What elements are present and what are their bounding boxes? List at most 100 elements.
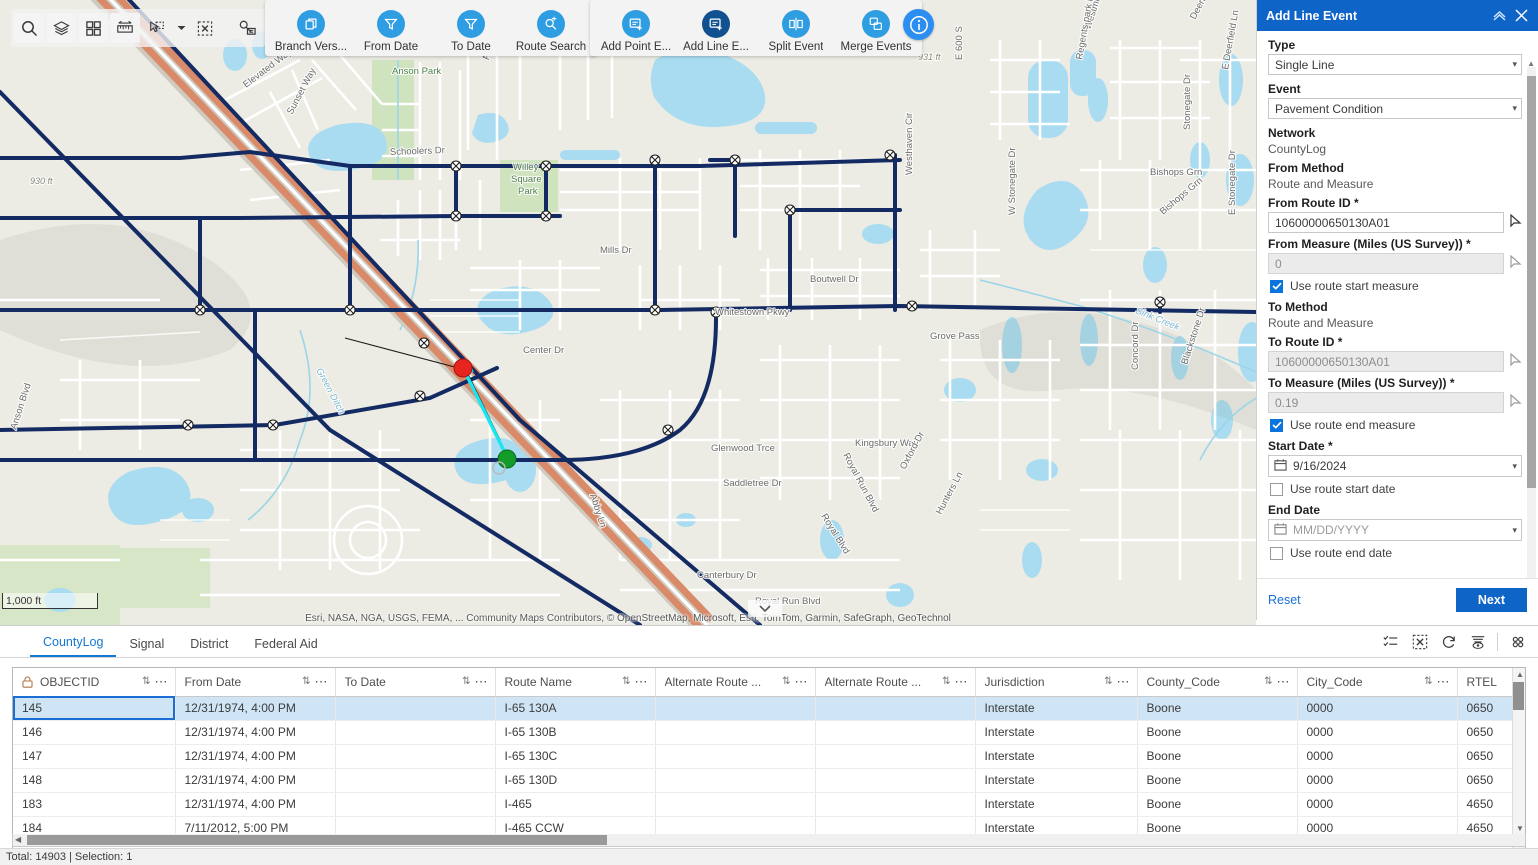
- lrs-filter-toolbar[interactable]: Branch Vers... From Date To Date Route S…: [265, 0, 597, 56]
- table-cell[interactable]: Interstate: [975, 792, 1138, 817]
- table-cell[interactable]: [335, 744, 496, 769]
- table-cell[interactable]: Interstate: [975, 768, 1138, 793]
- table-cell[interactable]: Interstate: [975, 744, 1138, 769]
- tab-countylog[interactable]: CountyLog: [30, 635, 117, 657]
- table-cell[interactable]: [655, 792, 816, 817]
- scroll-up-icon[interactable]: ▲: [1516, 670, 1524, 679]
- table-cell[interactable]: 148: [13, 768, 176, 793]
- sort-icon[interactable]: ⇅: [462, 676, 471, 688]
- info-icon[interactable]: [903, 9, 934, 40]
- select-icon[interactable]: [142, 13, 172, 43]
- column-header[interactable]: Jurisdiction ⇅ ⋯: [975, 668, 1138, 697]
- column-menu-icon[interactable]: ⋯: [794, 673, 809, 689]
- table-cell[interactable]: Boone: [1137, 720, 1298, 745]
- use-route-start-date-checkbox[interactable]: [1270, 482, 1283, 496]
- layers-icon[interactable]: [46, 13, 76, 43]
- table-cell[interactable]: I-65 130D: [495, 768, 656, 793]
- table-row[interactable]: 148 12/31/1974, 4:00 PM I-65 130D Interstat…: [13, 768, 1525, 793]
- close-icon[interactable]: [1510, 5, 1532, 27]
- map-tools-toolbar[interactable]: [11, 9, 265, 47]
- event-editing-toolbar[interactable]: Add Point E... Add Line E... Split Event…: [590, 0, 922, 56]
- column-menu-icon[interactable]: ⋯: [1116, 673, 1131, 689]
- table-cell[interactable]: [335, 792, 496, 817]
- table-cell[interactable]: Boone: [1137, 792, 1298, 817]
- table-cell[interactable]: [655, 720, 816, 745]
- table-cell[interactable]: 0000: [1297, 792, 1458, 817]
- table-cell[interactable]: [655, 744, 816, 769]
- table-cell[interactable]: 146: [13, 720, 176, 745]
- table-cell[interactable]: Boone: [1137, 744, 1298, 769]
- column-header[interactable]: Alternate Route ... ⇅ ⋯: [655, 668, 816, 697]
- scroll-up-icon[interactable]: ▲: [1527, 59, 1535, 68]
- table-cell[interactable]: [655, 696, 816, 721]
- table-cell[interactable]: 0000: [1297, 744, 1458, 769]
- table-cell[interactable]: I-65 130C: [495, 744, 656, 769]
- to-measure-input[interactable]: 0.19: [1268, 392, 1504, 413]
- use-route-start-measure-checkbox[interactable]: [1270, 279, 1283, 293]
- tool-to-date[interactable]: To Date: [431, 6, 511, 53]
- table-cell[interactable]: 12/31/1974, 4:00 PM: [175, 696, 336, 721]
- pick-to-route-icon[interactable]: [1509, 352, 1522, 370]
- sort-icon[interactable]: ⇅: [782, 676, 791, 688]
- options-icon[interactable]: [1505, 629, 1530, 654]
- tool-merge-events[interactable]: Merge Events: [836, 6, 916, 53]
- grid-horizontal-scrollbar[interactable]: ◀: [12, 834, 1526, 847]
- type-select[interactable]: Single Line ▾: [1268, 54, 1522, 75]
- column-menu-icon[interactable]: ⋯: [634, 673, 649, 689]
- table-cell[interactable]: 12/31/1974, 4:00 PM: [175, 768, 336, 793]
- gallery-icon[interactable]: [78, 13, 108, 43]
- attribute-grid[interactable]: OBJECTID ⇅ ⋯ From Date ⇅ ⋯ To Date ⇅ ⋯ Route Name…: [12, 667, 1526, 850]
- tab-federal-aid[interactable]: Federal Aid: [254, 637, 318, 651]
- table-cell[interactable]: [335, 696, 496, 721]
- table-row[interactable]: 146 12/31/1974, 4:00 PM I-65 130B Interstat…: [13, 720, 1525, 745]
- table-cell[interactable]: 12/31/1974, 4:00 PM: [175, 792, 336, 817]
- pick-from-route-icon[interactable]: [1509, 213, 1522, 231]
- sort-icon[interactable]: ⇅: [1264, 676, 1273, 688]
- start-date-field[interactable]: 9/16/2024 ▾: [1268, 455, 1522, 477]
- tool-from-date[interactable]: From Date: [351, 6, 431, 53]
- sort-icon[interactable]: ⇅: [142, 676, 151, 688]
- tool-route-search[interactable]: Route Search: [511, 6, 591, 53]
- sort-icon[interactable]: ⇅: [942, 676, 951, 688]
- column-header[interactable]: To Date ⇅ ⋯: [335, 668, 496, 697]
- use-route-end-measure-checkbox[interactable]: [1270, 418, 1283, 432]
- use-route-end-date-row[interactable]: Use route end date: [1270, 546, 1522, 560]
- table-cell[interactable]: [815, 768, 976, 793]
- table-cell[interactable]: 147: [13, 744, 176, 769]
- use-route-start-measure-row[interactable]: Use route start measure: [1270, 279, 1522, 293]
- tool-add-line-event[interactable]: Add Line E...: [676, 6, 756, 53]
- table-cell[interactable]: I-65 130A: [495, 696, 656, 721]
- select-dropdown-caret-icon[interactable]: [174, 13, 188, 43]
- from-measure-input[interactable]: 0: [1268, 253, 1504, 274]
- reset-button[interactable]: Reset: [1268, 592, 1301, 607]
- search-icon[interactable]: [14, 13, 44, 43]
- grid-vertical-scrollbar-thumb[interactable]: [1513, 682, 1524, 710]
- table-cell[interactable]: Interstate: [975, 696, 1138, 721]
- add-line-event-panel[interactable]: Add Line Event Type Single Line ▾ Event …: [1256, 0, 1538, 620]
- attribution-expand-icon[interactable]: [748, 600, 782, 617]
- sort-icon[interactable]: ⇅: [622, 676, 631, 688]
- filter-by-map-extent-icon[interactable]: [1465, 629, 1490, 654]
- table-cell[interactable]: 0000: [1297, 696, 1458, 721]
- conflict-prevention-icon[interactable]: [232, 13, 262, 43]
- grid-vertical-scrollbar[interactable]: ▲ ▼ ▶: [1512, 668, 1525, 849]
- table-cell[interactable]: 12/31/1974, 4:00 PM: [175, 744, 336, 769]
- collapse-icon[interactable]: [1488, 5, 1510, 27]
- table-cell[interactable]: [815, 720, 976, 745]
- table-row[interactable]: 147 12/31/1974, 4:00 PM I-65 130C Interstat…: [13, 744, 1525, 769]
- use-route-end-measure-row[interactable]: Use route end measure: [1270, 418, 1522, 432]
- tab-signal[interactable]: Signal: [129, 637, 165, 651]
- clear-selection-icon[interactable]: [1407, 629, 1432, 654]
- event-select[interactable]: Pavement Condition ▾: [1268, 98, 1522, 119]
- table-cell[interactable]: I-65 130B: [495, 720, 656, 745]
- column-header[interactable]: City_Code ⇅ ⋯: [1297, 668, 1458, 697]
- column-menu-icon[interactable]: ⋯: [154, 673, 169, 689]
- sort-icon[interactable]: ⇅: [1104, 676, 1113, 688]
- table-cell[interactable]: Interstate: [975, 720, 1138, 745]
- column-header[interactable]: From Date ⇅ ⋯: [175, 668, 336, 697]
- table-cell[interactable]: 0000: [1297, 768, 1458, 793]
- table-cell[interactable]: I-465: [495, 792, 656, 817]
- measure-icon[interactable]: [110, 13, 140, 43]
- column-menu-icon[interactable]: ⋯: [1276, 673, 1291, 689]
